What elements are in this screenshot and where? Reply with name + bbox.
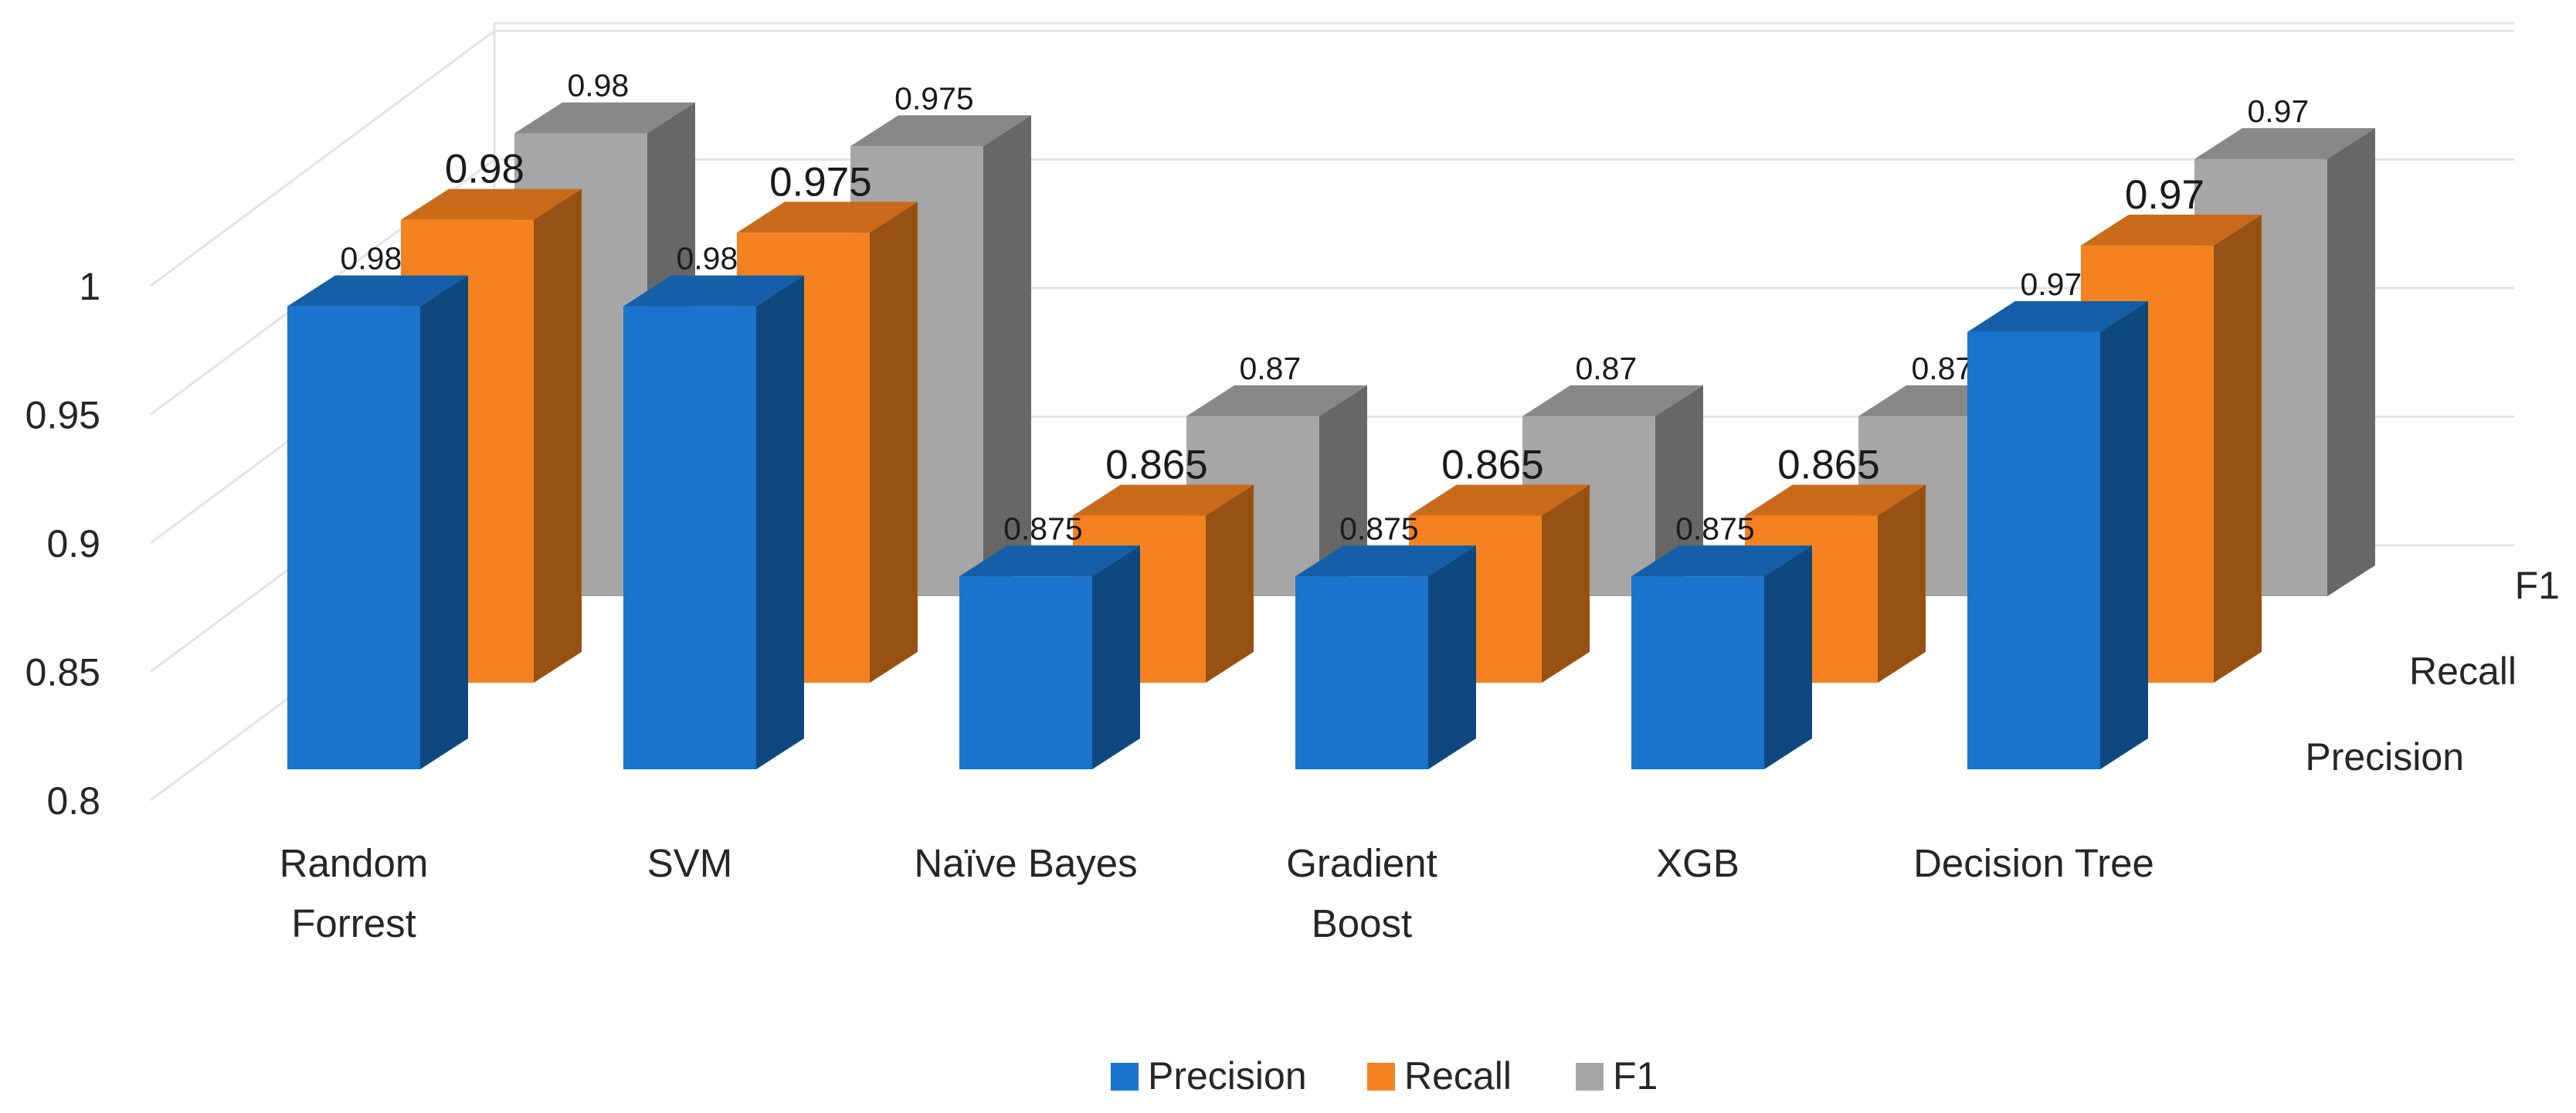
category-label: XGB bbox=[1656, 841, 1739, 885]
data-label-f1: 0.98 bbox=[567, 68, 629, 103]
depth-axis-label: Recall bbox=[2409, 650, 2517, 693]
y-tick-label: 0.8 bbox=[46, 779, 100, 823]
data-label-recall: 0.865 bbox=[1105, 443, 1208, 488]
bar-top-f1-3 bbox=[1522, 385, 1703, 416]
bar-side-precision-4 bbox=[1764, 545, 1812, 769]
bar-side-precision-5 bbox=[2100, 300, 2148, 769]
bar-side-recall-0 bbox=[534, 188, 582, 684]
category-label-line: Decision Tree bbox=[1913, 841, 2154, 885]
data-label-precision: 0.97 bbox=[2020, 266, 2082, 302]
data-label-f1: 0.975 bbox=[894, 80, 974, 116]
bar-top-precision-2 bbox=[959, 545, 1140, 577]
depth-axis-label: F1 bbox=[2515, 564, 2560, 607]
bar-top-precision-5 bbox=[1967, 300, 2148, 332]
bar-top-recall-2 bbox=[1073, 484, 1254, 516]
legend-label-f1: F1 bbox=[1613, 1054, 1658, 1098]
bar-top-f1-5 bbox=[2194, 127, 2375, 159]
data-label-f1: 0.87 bbox=[1239, 351, 1301, 386]
y-tick-label: 0.95 bbox=[25, 394, 100, 437]
bar-precision-4 bbox=[1631, 576, 1764, 769]
bar-side-f1-3 bbox=[1655, 385, 1703, 596]
bar-side-f1-5 bbox=[2327, 127, 2375, 596]
bar-side-precision-1 bbox=[756, 275, 804, 770]
legend-label-precision: Precision bbox=[1148, 1054, 1307, 1098]
data-label-f1: 0.97 bbox=[2247, 93, 2309, 129]
bar-side-precision-3 bbox=[1428, 545, 1476, 769]
category-label: Decision Tree bbox=[1913, 841, 2154, 885]
category-label: Naïve Bayes bbox=[914, 841, 1137, 885]
category-label-line: XGB bbox=[1656, 841, 1739, 885]
y-tick-label: 0.85 bbox=[25, 651, 100, 694]
data-label-precision: 0.875 bbox=[1003, 511, 1083, 546]
category-label-line: SVM bbox=[647, 841, 733, 885]
data-label-recall: 0.865 bbox=[1441, 443, 1544, 488]
bar-top-recall-3 bbox=[1409, 484, 1590, 516]
bar-precision-3 bbox=[1295, 576, 1428, 769]
bar-side-f1-2 bbox=[1319, 385, 1367, 596]
bar-side-recall-1 bbox=[870, 202, 918, 683]
data-label-f1: 0.87 bbox=[1575, 351, 1637, 386]
legend-swatch-recall bbox=[1367, 1063, 1395, 1091]
bar-side-precision-2 bbox=[1092, 545, 1140, 769]
category-label-line: Boost bbox=[1312, 901, 1412, 945]
y-tick-label: 1 bbox=[79, 265, 100, 308]
bar-precision-0 bbox=[287, 306, 420, 770]
bar-side-recall-3 bbox=[1542, 484, 1590, 683]
data-label-precision: 0.875 bbox=[1339, 511, 1419, 546]
data-label-recall: 0.97 bbox=[2125, 172, 2204, 218]
data-label-recall: 0.98 bbox=[445, 147, 524, 192]
legend-swatch-f1 bbox=[1576, 1063, 1604, 1091]
bar-top-precision-0 bbox=[287, 275, 468, 307]
bar-top-recall-5 bbox=[2081, 214, 2262, 246]
legend-label-recall: Recall bbox=[1404, 1054, 1512, 1098]
legend-swatch-precision bbox=[1111, 1063, 1139, 1091]
category-label-line: Naïve Bayes bbox=[914, 841, 1137, 885]
bar-side-precision-0 bbox=[420, 275, 468, 770]
depth-axis-label: Precision bbox=[2305, 735, 2464, 779]
category-label: Random Forrest bbox=[280, 841, 429, 945]
bar-side-recall-5 bbox=[2214, 214, 2262, 683]
data-label-precision: 0.98 bbox=[340, 241, 402, 277]
data-label-precision: 0.875 bbox=[1675, 511, 1755, 546]
bar-top-f1-2 bbox=[1186, 385, 1367, 416]
category-label-line: Gradient bbox=[1286, 841, 1437, 885]
data-label-precision: 0.98 bbox=[676, 241, 738, 277]
bar-side-f1-1 bbox=[983, 115, 1031, 596]
bar-precision-1 bbox=[623, 306, 756, 770]
bar-precision-5 bbox=[1967, 331, 2100, 769]
category-label: Gradient Boost bbox=[1286, 841, 1437, 945]
data-label-recall: 0.975 bbox=[769, 159, 872, 205]
bar-side-recall-2 bbox=[1206, 484, 1254, 683]
bar-top-f1-1 bbox=[850, 115, 1031, 147]
bar-top-precision-4 bbox=[1631, 545, 1812, 577]
data-label-recall: 0.865 bbox=[1777, 443, 1880, 488]
bar-precision-2 bbox=[959, 576, 1092, 769]
bar-top-precision-1 bbox=[623, 275, 804, 307]
bar-side-recall-4 bbox=[1878, 484, 1926, 683]
category-label-line: Random bbox=[280, 841, 429, 885]
bar-top-recall-0 bbox=[401, 188, 582, 220]
bar-top-f1-0 bbox=[514, 102, 695, 134]
bar-top-recall-1 bbox=[737, 202, 918, 233]
category-label-line: Forrest bbox=[291, 901, 416, 945]
bar-top-precision-3 bbox=[1295, 545, 1476, 577]
y-tick-label: 0.9 bbox=[46, 522, 100, 565]
gridline-wall bbox=[150, 29, 495, 287]
data-label-f1: 0.87 bbox=[1911, 351, 1973, 386]
category-label: SVM bbox=[647, 841, 733, 885]
bar-top-recall-4 bbox=[1745, 484, 1926, 516]
